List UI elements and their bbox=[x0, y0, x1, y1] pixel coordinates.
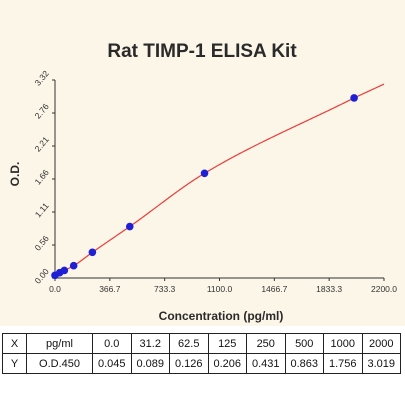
unit-cell: O.D.450 bbox=[26, 353, 93, 374]
data-point bbox=[125, 222, 134, 231]
x-tick-label: 1466.7 bbox=[261, 284, 287, 294]
data-point bbox=[60, 266, 69, 275]
value-cell: 0.045 bbox=[92, 353, 132, 374]
table-row: Y O.D.450 0.045 0.089 0.126 0.206 0.431 0.863 1.… bbox=[2, 353, 401, 374]
value-cell: 0.431 bbox=[246, 353, 286, 374]
value-cell: 0.863 bbox=[284, 353, 324, 374]
chart-title: Rat TIMP-1 ELISA Kit bbox=[107, 41, 297, 62]
value-cell: 0.0 bbox=[92, 333, 132, 354]
axes bbox=[52, 79, 385, 281]
unit-cell: pg/ml bbox=[26, 333, 93, 354]
value-cell: 250 bbox=[246, 333, 286, 354]
value-cell: 0.126 bbox=[169, 353, 209, 374]
value-cell: 2000 bbox=[361, 333, 401, 354]
value-cell: 0.206 bbox=[207, 353, 247, 374]
x-tick-label: 1100.0 bbox=[207, 284, 233, 294]
data-point bbox=[88, 248, 97, 257]
chart-svg: Rat TIMP-1 ELISA Kit 0.0 366.7 733.3 1100.0… bbox=[8, 41, 397, 323]
value-cell: 31.2 bbox=[130, 333, 170, 354]
value-cell: 1000 bbox=[323, 333, 363, 354]
y-tick-label: 1.11 bbox=[33, 201, 51, 220]
value-cell: 0.089 bbox=[130, 353, 170, 374]
value-cell: 500 bbox=[284, 333, 324, 354]
value-cell: 125 bbox=[207, 333, 247, 354]
x-tick-label: 0.0 bbox=[49, 284, 61, 294]
y-tick-label: 2.21 bbox=[33, 134, 51, 153]
y-tick-labels: 0.00 0.56 1.11 1.66 2.21 2.76 3.32 bbox=[33, 68, 51, 285]
data-points bbox=[51, 94, 358, 280]
data-point bbox=[350, 94, 358, 102]
value-cell: 62.5 bbox=[169, 333, 209, 354]
y-tick-label: 0.56 bbox=[33, 233, 51, 252]
value-cell: 3.019 bbox=[361, 353, 401, 374]
x-tick-label: 366.7 bbox=[99, 284, 121, 294]
fit-curve-group bbox=[54, 83, 385, 276]
x-tick-label: 2200.0 bbox=[371, 284, 397, 294]
row-label-cell: Y bbox=[2, 353, 27, 374]
fit-curve bbox=[54, 83, 385, 276]
y-tick-label: 1.66 bbox=[33, 167, 51, 186]
data-point bbox=[200, 169, 209, 178]
y-tick-label: 2.76 bbox=[33, 101, 51, 120]
data-point bbox=[69, 261, 78, 270]
x-tick-label: 1833.3 bbox=[316, 284, 342, 294]
x-axis-label: Concentration (pg/ml) bbox=[159, 309, 284, 323]
x-tick-labels: 0.0 366.7 733.3 1100.0 1466.7 1833.3 2200.0 bbox=[49, 284, 397, 294]
value-cell: 1.756 bbox=[323, 353, 363, 374]
y-tick-label: 3.32 bbox=[33, 68, 51, 87]
x-tick-label: 733.3 bbox=[154, 284, 176, 294]
row-label-cell: X bbox=[2, 333, 27, 354]
y-axis-label: O.D. bbox=[8, 162, 22, 187]
y-tick-label: 0.00 bbox=[33, 266, 51, 285]
